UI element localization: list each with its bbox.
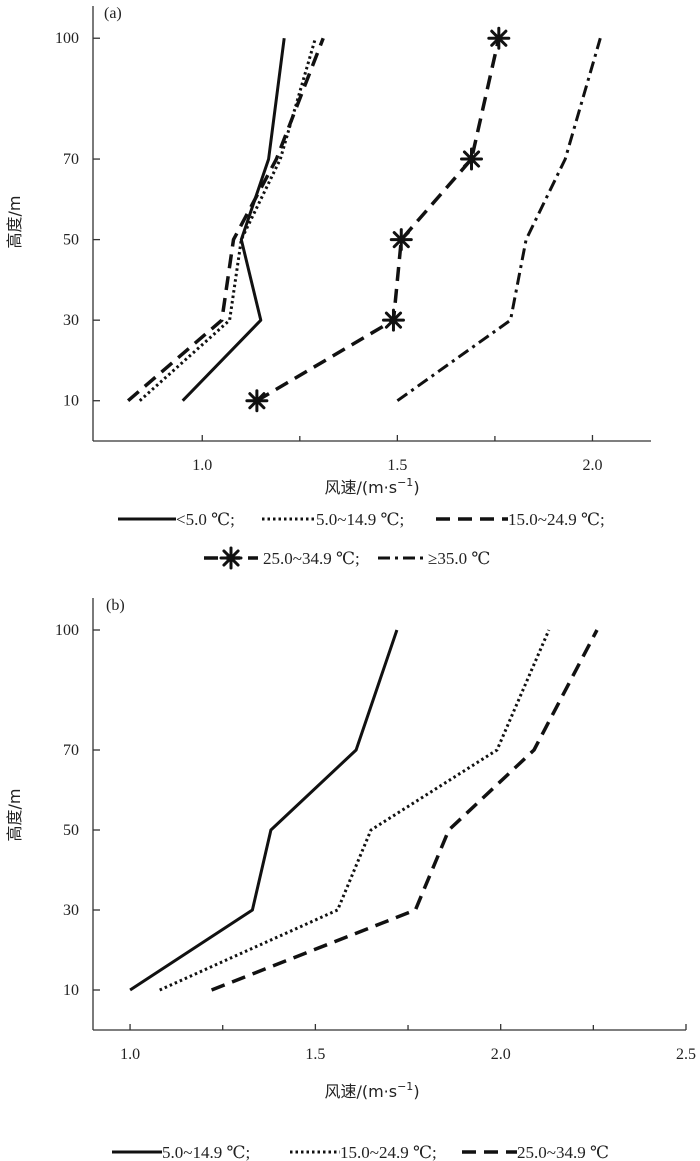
- panel-label: (b): [106, 597, 125, 614]
- series-marker: [487, 26, 511, 50]
- y-tick-label: 100: [55, 30, 79, 47]
- y-tick-label: 70: [63, 151, 79, 168]
- y-tick-label: 70: [63, 742, 79, 759]
- legend-label-3: 25.0~34.9 ℃;: [263, 549, 360, 568]
- x-tick-label: 1.0: [192, 457, 212, 474]
- series-line-3: [256, 37, 501, 403]
- series-line-1: [138, 37, 317, 402]
- y-tick-label: 100: [55, 622, 79, 639]
- star-center: [495, 35, 502, 42]
- legend-label-2: 25.0~34.9 ℃: [517, 1143, 609, 1161]
- x-axis-title-sup: −1: [397, 1080, 413, 1093]
- y-tick-label: 30: [63, 312, 79, 329]
- x-tick-label: 1.5: [387, 457, 407, 474]
- y-tick-label: 30: [63, 902, 79, 919]
- star-center: [390, 317, 397, 324]
- series-marker: [245, 389, 269, 413]
- star-center: [228, 555, 234, 561]
- star-center: [253, 397, 260, 404]
- series-line-2: [126, 37, 325, 403]
- chart-panel-0: (a) 10 30 50 70 100 1.0 1.5 2.0 风速/(m·s−1) 高度/m <5.…: [5, 5, 651, 570]
- star-center: [398, 236, 405, 243]
- x-axis-title-sup: −1: [397, 476, 413, 489]
- legend-label-1: 5.0~14.9 ℃;: [316, 510, 404, 529]
- series-marker: [381, 308, 405, 332]
- legend-label-2: 15.0~24.9 ℃;: [508, 510, 605, 529]
- chart-panel-1: (b) 10 30 50 70 100 1.0 1.5 2.0 2.5 风速/(m·s−1) 高度/m…: [5, 597, 696, 1161]
- legend-label-1: 15.0~24.9 ℃;: [340, 1143, 437, 1161]
- legend-label-0: 5.0~14.9 ℃;: [162, 1143, 250, 1161]
- x-axis-title: 风速/(m·s−1): [324, 476, 419, 497]
- x-tick-label: 1.0: [120, 1046, 140, 1063]
- series-line-4: [396, 37, 602, 402]
- legend-marker: [219, 546, 243, 570]
- y-axis-title: 高度/m: [5, 789, 24, 842]
- y-axis-title: 高度/m: [5, 196, 24, 249]
- series-marker: [389, 228, 413, 252]
- y-tick-label: 10: [63, 982, 79, 999]
- legend-label-0: <5.0 ℃;: [176, 510, 235, 529]
- x-axis-title-main: 风速/(m·s: [324, 478, 397, 497]
- x-tick-label: 2.0: [491, 1046, 511, 1063]
- series-line-1: [159, 629, 551, 992]
- series-marker: [460, 147, 484, 171]
- x-axis-title-close: ): [413, 1082, 419, 1101]
- panel-label: (a): [104, 5, 122, 22]
- x-axis-title-main: 风速/(m·s: [324, 1082, 397, 1101]
- x-tick-label: 1.5: [305, 1046, 325, 1063]
- legend-label-4: ≥35.0 ℃: [428, 549, 490, 568]
- series-line-2: [210, 629, 599, 992]
- star-center: [468, 156, 475, 163]
- x-tick-label: 2.5: [676, 1046, 696, 1063]
- x-axis-title-close: ): [413, 478, 419, 497]
- series-line-0: [181, 38, 286, 402]
- y-tick-label: 50: [63, 822, 79, 839]
- y-tick-label: 50: [63, 232, 79, 249]
- series-line-0: [129, 629, 399, 992]
- x-axis-title: 风速/(m·s−1): [324, 1080, 419, 1101]
- x-tick-label: 2.0: [582, 457, 602, 474]
- y-tick-label: 10: [63, 393, 79, 410]
